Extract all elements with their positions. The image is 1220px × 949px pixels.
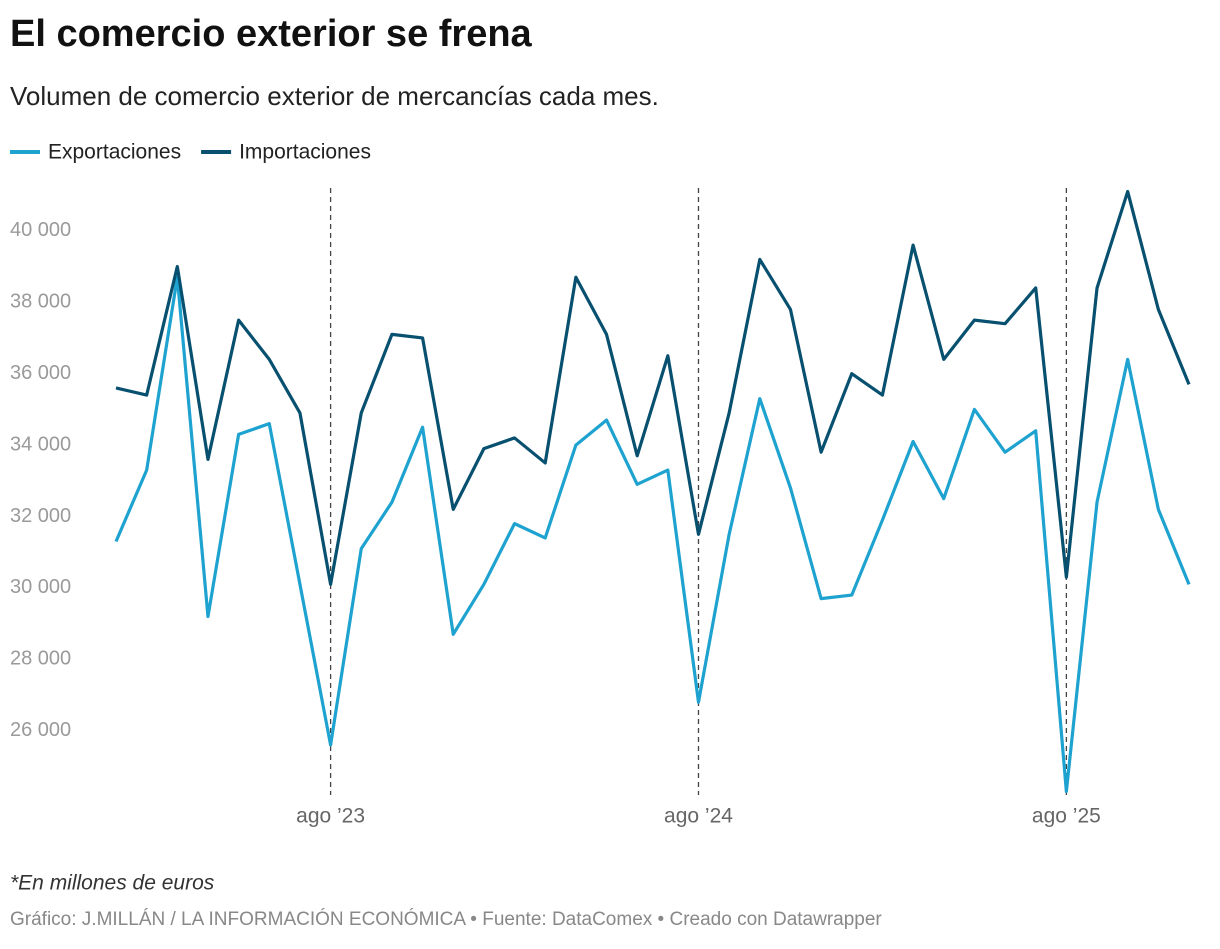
y-tick-label: 36 000 (10, 362, 71, 384)
chart-subtitle: Volumen de comercio exterior de mercancí… (10, 81, 659, 111)
y-tick-label: 32 000 (10, 505, 71, 527)
series-line (115, 189, 1191, 586)
x-tick-label: ago ’24 (664, 805, 733, 828)
y-tick-label: 34 000 (10, 433, 71, 455)
note: *En millones de euros (10, 872, 215, 895)
y-tick-label: 26 000 (10, 719, 71, 741)
x-tick-label: ago ’23 (296, 805, 365, 828)
x-tick-label: ago ’25 (1032, 805, 1101, 828)
y-tick-label: 38 000 (10, 291, 71, 313)
legend-label: Importaciones (239, 141, 371, 164)
legend-label: Exportaciones (48, 141, 181, 164)
y-tick-label: 40 000 (10, 219, 71, 241)
series-line (114, 275, 1191, 794)
source: Gráfico: J.MILLÁN / LA INFORMACIÓN ECONÓ… (10, 908, 882, 930)
y-tick-label: 30 000 (10, 576, 71, 598)
y-tick-label: 28 000 (10, 648, 71, 670)
chart-title: El comercio exterior se frena (10, 13, 533, 55)
